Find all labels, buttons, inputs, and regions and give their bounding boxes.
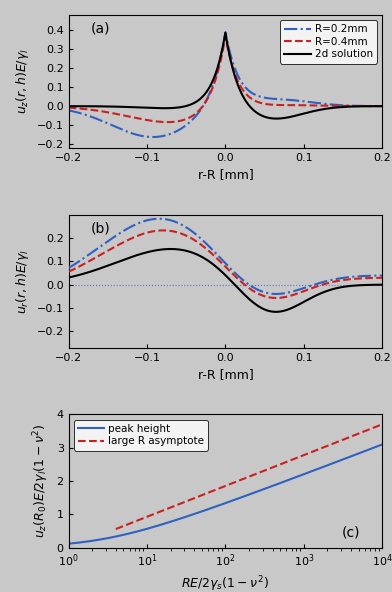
- R=0.4mm: [102, 108, 107, 115]
- large R asymptote: [380, 421, 385, 428]
- peak height: [82, 538, 87, 545]
- R=0.2mm: [223, 28, 228, 36]
- Legend: R=0.2mm, R=0.4mm, 2d solution: R=0.2mm, R=0.4mm, 2d solution: [280, 20, 377, 63]
- 2d solution: [374, 102, 379, 110]
- R=0.4mm: [380, 102, 385, 110]
- peak height: [66, 540, 71, 547]
- Line: large R asymptote: large R asymptote: [116, 424, 382, 529]
- large R asymptote: [313, 447, 318, 454]
- R=0.4mm: [223, 33, 228, 40]
- 2d solution: [380, 102, 385, 110]
- R=0.2mm: [66, 107, 71, 114]
- R=0.4mm: [121, 112, 125, 119]
- R=0.4mm: [187, 114, 191, 121]
- R=0.2mm: [374, 102, 379, 110]
- X-axis label: r-R [mm]: r-R [mm]: [198, 168, 253, 181]
- R=0.2mm: [200, 103, 205, 110]
- X-axis label: r-R [mm]: r-R [mm]: [198, 368, 253, 381]
- Line: 2d solution: 2d solution: [69, 33, 382, 118]
- R=0.2mm: [340, 102, 345, 109]
- 2d solution: [121, 103, 125, 110]
- 2d solution: [187, 102, 191, 109]
- R=0.2mm: [151, 133, 155, 140]
- R=0.4mm: [374, 102, 379, 110]
- large R asymptote: [370, 424, 375, 432]
- 2d solution: [102, 103, 107, 110]
- large R asymptote: [219, 484, 223, 491]
- 2d solution: [223, 30, 228, 37]
- peak height: [313, 466, 318, 474]
- Line: peak height: peak height: [69, 445, 382, 543]
- R=0.4mm: [200, 103, 205, 110]
- 2d solution: [66, 102, 71, 110]
- Legend: peak height, large R asymptote: peak height, large R asymptote: [74, 420, 209, 451]
- Y-axis label: $u_z(R_0)E/2\gamma_l(1-\nu^2)$: $u_z(R_0)E/2\gamma_l(1-\nu^2)$: [31, 424, 51, 538]
- R=0.4mm: [66, 104, 71, 111]
- peak height: [219, 501, 223, 508]
- X-axis label: $RE/2\gamma_s(1-\nu^2)$: $RE/2\gamma_s(1-\nu^2)$: [181, 575, 269, 592]
- large R asymptote: [371, 424, 376, 432]
- peak height: [371, 445, 376, 452]
- Text: (c): (c): [341, 526, 360, 540]
- R=0.2mm: [380, 102, 385, 110]
- R=0.4mm: [340, 102, 345, 110]
- Text: (b): (b): [91, 221, 110, 235]
- R=0.4mm: [165, 118, 170, 126]
- R=0.2mm: [102, 118, 107, 126]
- 2d solution: [340, 104, 345, 111]
- R=0.2mm: [187, 120, 191, 127]
- R=0.2mm: [121, 127, 125, 134]
- Text: (a): (a): [91, 21, 110, 36]
- peak height: [370, 445, 375, 452]
- Line: R=0.4mm: R=0.4mm: [69, 37, 382, 122]
- Y-axis label: $u_z(r,h)E/\gamma_l$: $u_z(r,h)E/\gamma_l$: [14, 49, 31, 114]
- 2d solution: [274, 115, 279, 122]
- large R asymptote: [211, 487, 215, 494]
- peak height: [211, 504, 215, 511]
- Line: R=0.2mm: R=0.2mm: [69, 32, 382, 137]
- Y-axis label: $u_r(r,h)E/\gamma_l$: $u_r(r,h)E/\gamma_l$: [14, 249, 31, 314]
- peak height: [380, 441, 385, 448]
- 2d solution: [200, 93, 205, 100]
